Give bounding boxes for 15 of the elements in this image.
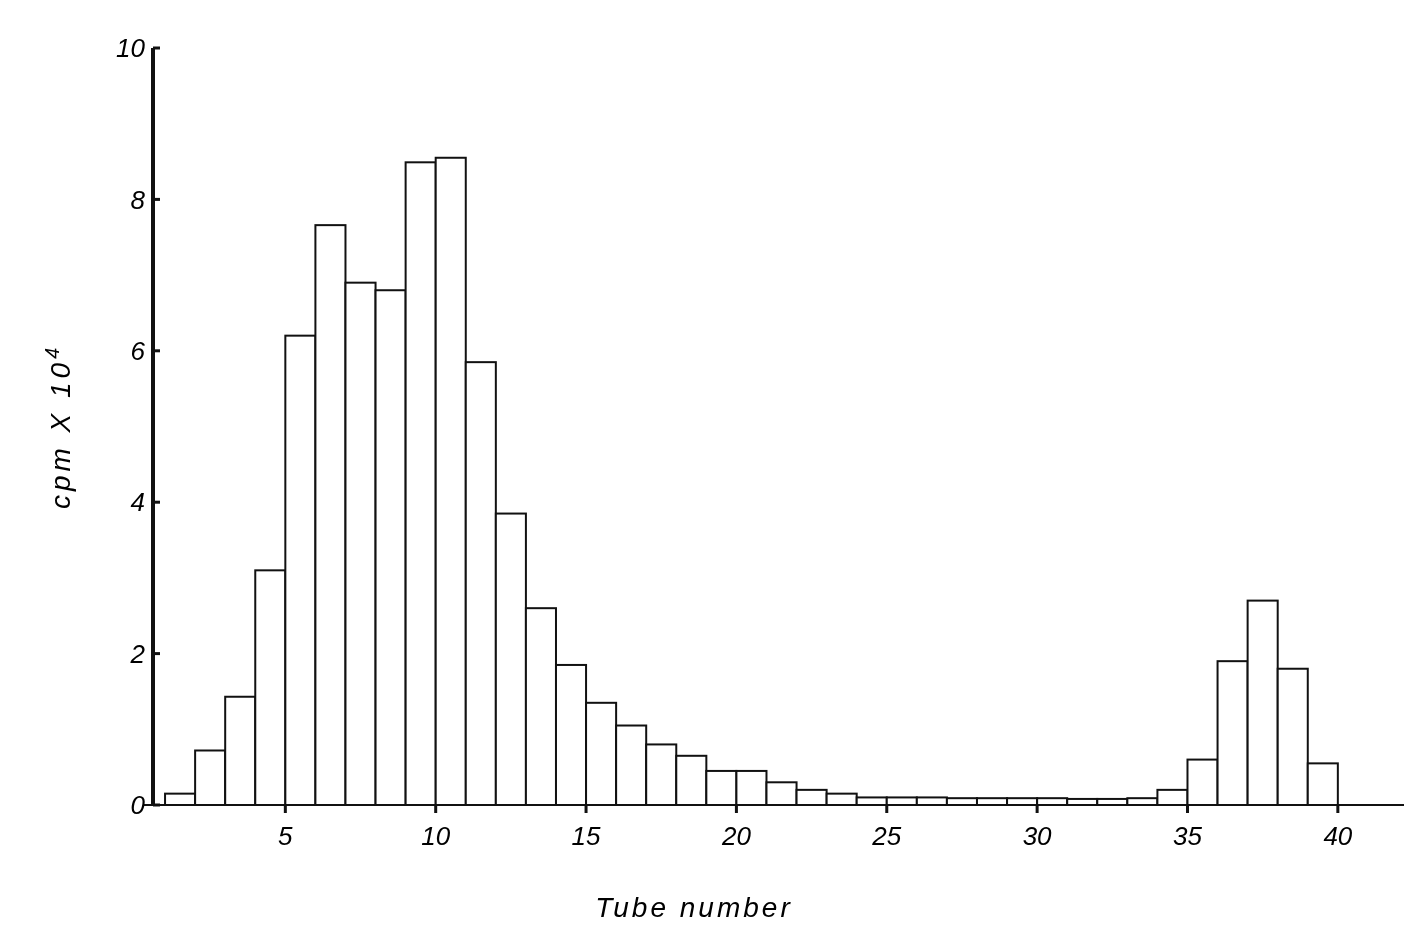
x-tick-label: 5: [278, 821, 294, 851]
y-tick-label: 10: [116, 33, 146, 64]
x-tick-label: 35: [1173, 821, 1203, 851]
x-tick-label: 40: [1323, 821, 1353, 851]
x-tick-label: 15: [571, 821, 602, 851]
y-tick-label: 6: [130, 335, 146, 366]
x-tick-label: 20: [720, 821, 752, 851]
y-tick-label: 2: [129, 638, 146, 669]
y-tick-label: 0: [130, 790, 146, 821]
y-tick-label: 8: [130, 184, 146, 215]
x-tick-label: 30: [1022, 821, 1053, 851]
y-tick-label: 4: [130, 487, 145, 518]
x-axis-title: Tube number: [595, 892, 793, 923]
x-tick-label: 25: [871, 821, 902, 851]
x-tick-label: 10: [421, 821, 451, 851]
